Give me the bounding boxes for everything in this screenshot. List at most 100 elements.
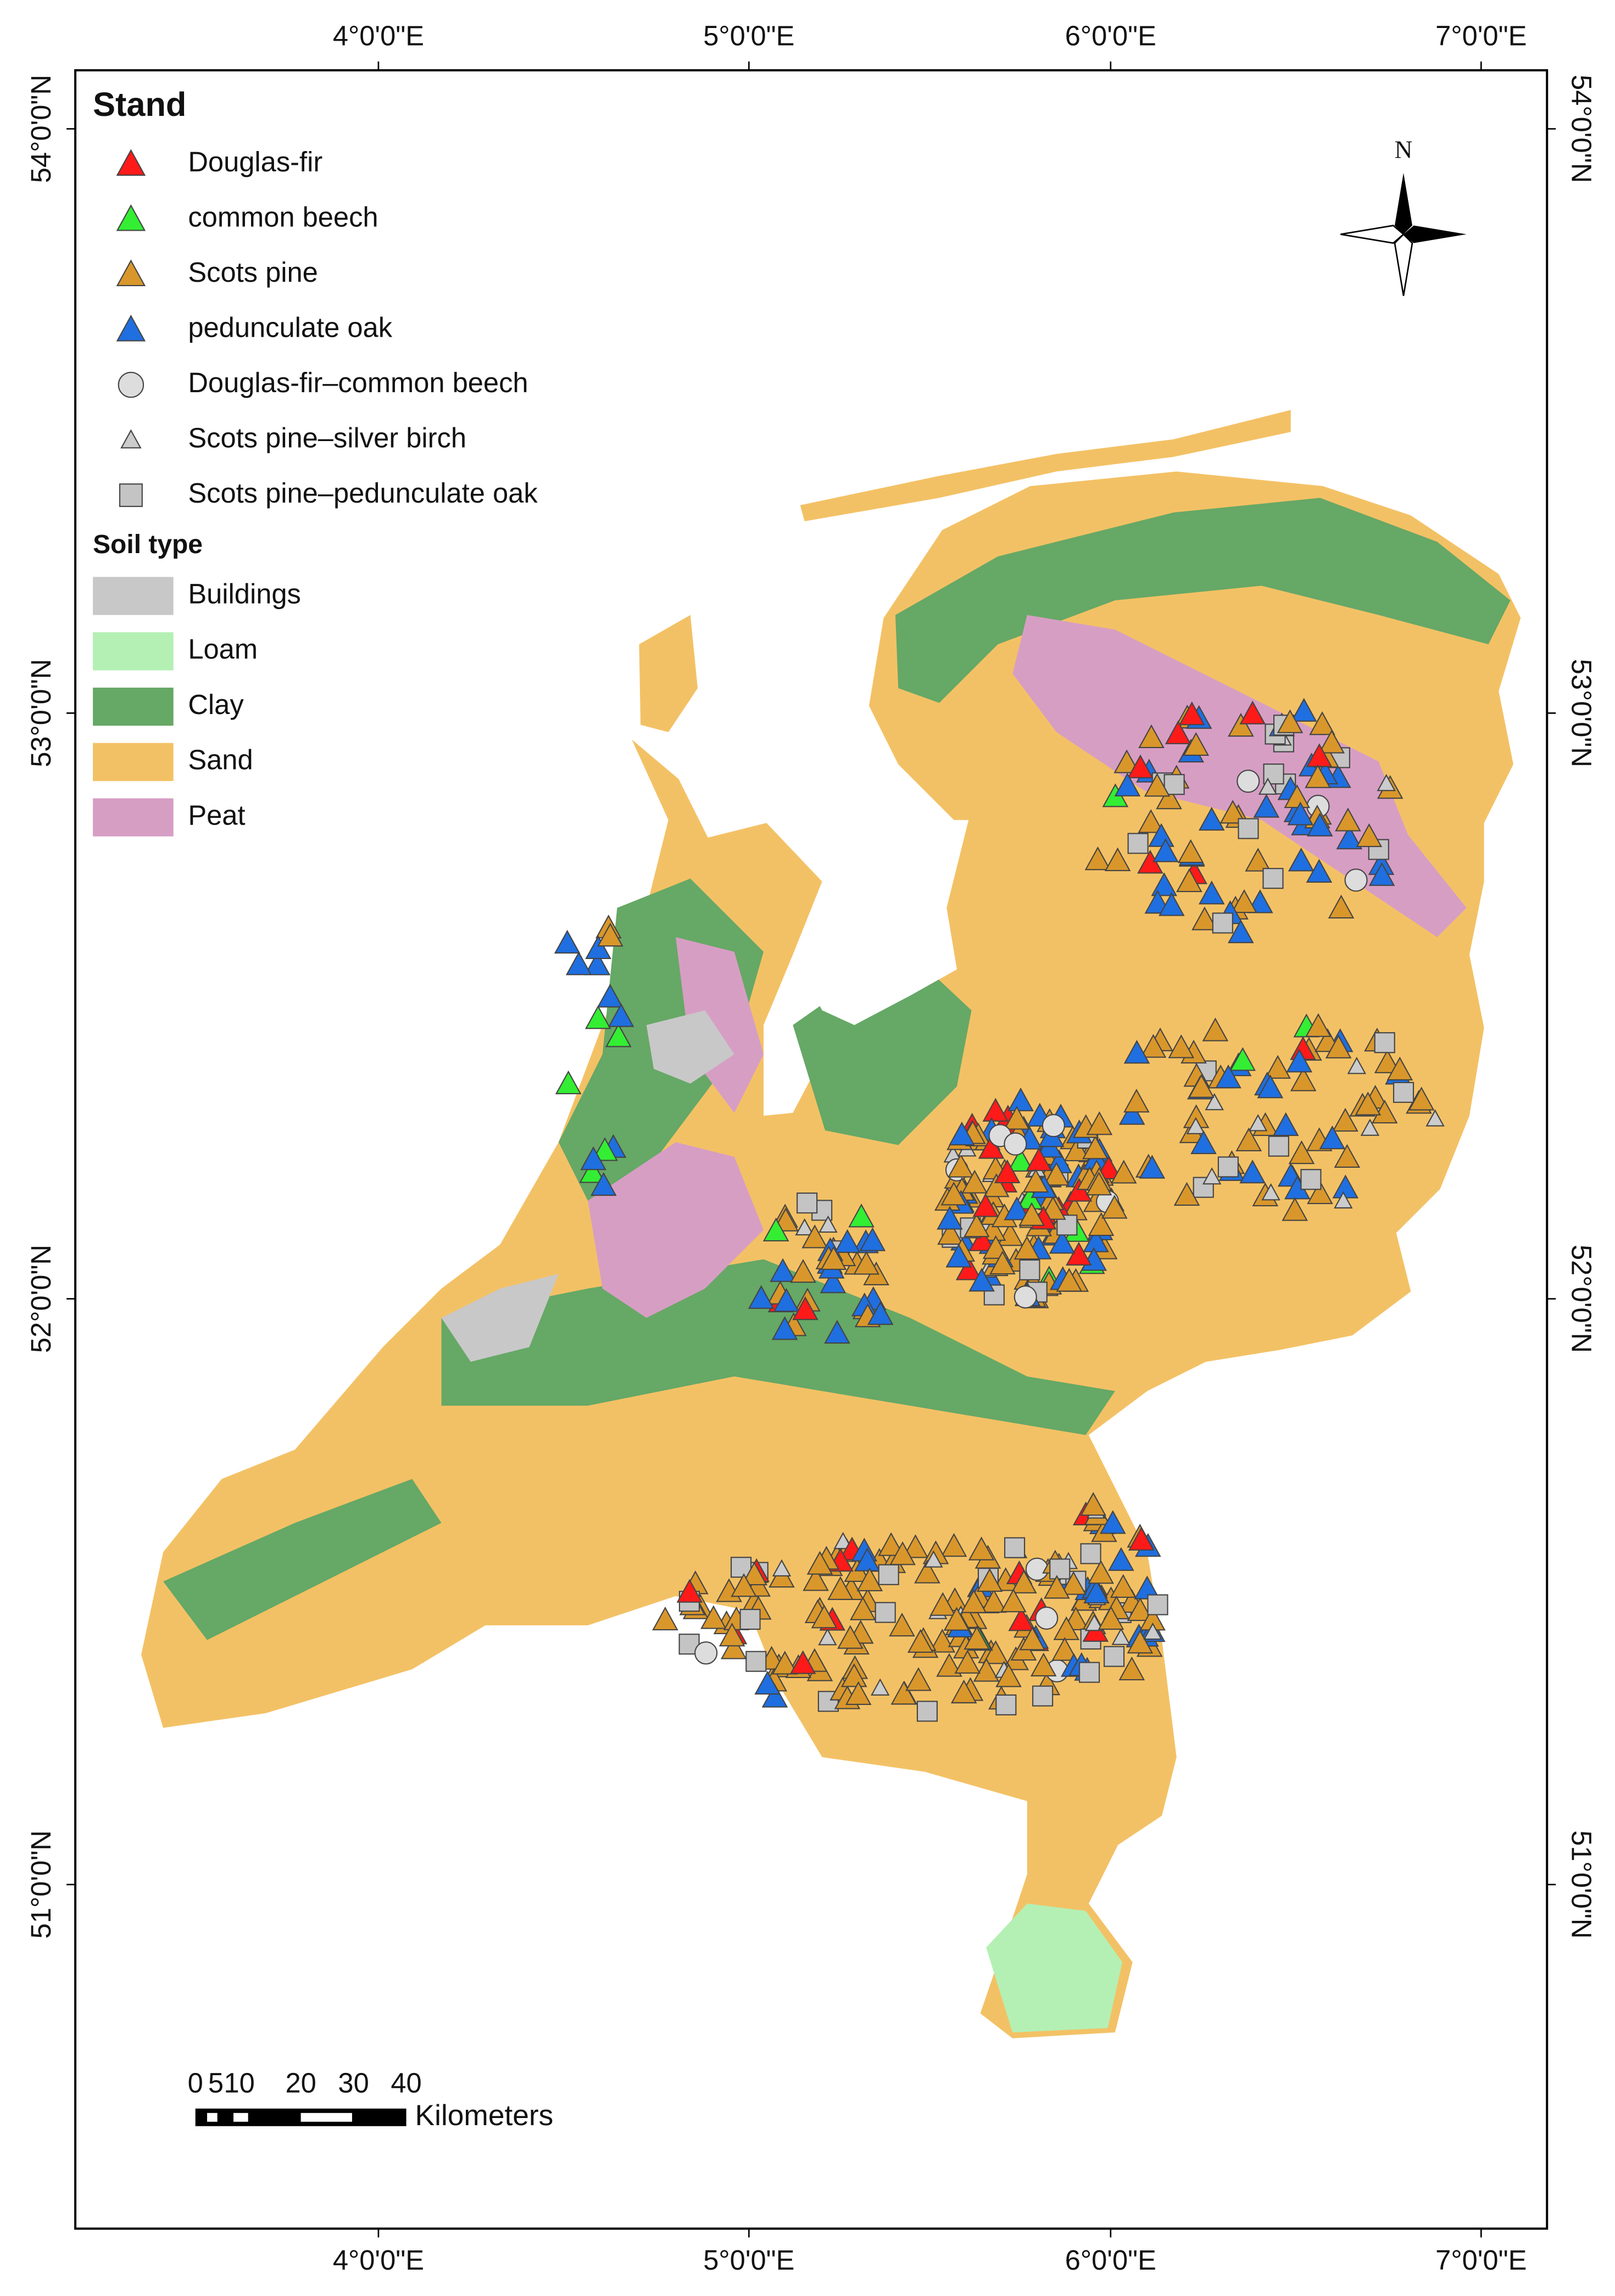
legend-label: Loam [188,633,258,665]
stand-marker [1212,912,1233,934]
stand-marker [1079,1662,1100,1683]
stand-marker [914,1559,940,1584]
stand-marker [976,1568,1003,1592]
stand-marker [875,1602,896,1623]
stand-marker [1118,1656,1145,1681]
lon-label-top: 4°0'0"E [333,20,424,52]
stand-marker [592,1137,618,1161]
stand-marker [806,1551,833,1575]
stand-marker [1168,1034,1195,1058]
stand-marker [1127,833,1149,854]
stand-marker [585,935,611,960]
stand-marker [1186,1117,1206,1134]
stand-marker [1139,1155,1166,1179]
stand-marker [964,1625,990,1650]
stand-marker [1307,812,1333,837]
legend-symbol [116,259,146,287]
stand-marker [1007,1147,1034,1172]
scale-label: 20 [285,2067,316,2098]
stand-marker [940,1182,967,1206]
stand-marker [827,1576,854,1600]
stand-marker [1355,1091,1382,1116]
stand-marker [1408,1086,1435,1111]
stand-marker [1287,801,1314,826]
stand-marker [1156,785,1182,810]
legend-label: Scots pine–silver birch [188,422,466,453]
stand-marker [859,1227,886,1251]
stand-marker [1022,1168,1049,1193]
legend-label: Buildings [188,578,301,609]
stand-marker [1114,772,1141,796]
stand-marker [1286,1049,1313,1073]
lon-label-bottom: 6°0'0"E [1065,2244,1156,2276]
stand-marker [1198,806,1225,831]
stand-marker [968,1227,995,1251]
stand-marker [1049,1230,1076,1254]
stand-marker [943,1607,970,1631]
stand-marker [1113,749,1140,773]
stand-marker [820,1269,847,1294]
stand-marker [1229,1047,1256,1071]
stand-marker [820,1246,847,1270]
stand-marker [936,1653,962,1677]
stand-marker [1152,838,1179,862]
stand-marker [1138,724,1165,749]
stand-marker [1026,1147,1052,1172]
stand-marker [591,1172,617,1196]
stand-marker [1110,1160,1137,1184]
stand-marker [762,1217,789,1241]
stand-marker [792,1296,818,1320]
stand-marker [1258,777,1278,795]
stand-marker [1032,1685,1054,1707]
stand-marker [565,951,592,976]
stand-marker [989,1250,1016,1275]
stand-marker [1140,1034,1167,1058]
stand-marker [964,1213,990,1238]
stand-marker [983,1173,1010,1197]
ijsselmeer [793,820,969,1026]
stand-marker [1008,1607,1035,1631]
stand-marker [1159,892,1185,916]
stand-marker [1004,1106,1030,1130]
stand-marker [1173,1182,1200,1206]
stand-marker [1307,1180,1333,1205]
stand-marker [972,1193,999,1217]
stand-marker [1128,1526,1155,1551]
stand-marker [797,1192,818,1214]
stand-marker [1332,1107,1358,1132]
stand-marker [878,1532,905,1556]
stand-marker [1108,1547,1134,1571]
stand-marker [605,1023,632,1047]
stand-marker [1239,1160,1266,1184]
stand-marker [790,1259,816,1283]
stand-marker [1393,1082,1414,1103]
stand-marker [1066,1241,1092,1266]
stand-marker [1268,1135,1289,1157]
peat-mid [676,937,764,1113]
stand-marker [937,1206,963,1230]
legend-symbol [116,204,146,231]
stand-marker [1004,1132,1027,1156]
stand-marker [771,1316,798,1340]
stand-marker [1235,1127,1262,1151]
stand-marker [1035,1606,1059,1630]
stand-marker [1147,1594,1168,1615]
legend-label: Scots pine–pedunculate oak [188,477,538,509]
buildings-randstad [441,1274,559,1362]
stand-marker [795,1218,814,1236]
stand-marker [1188,1074,1215,1098]
stand-marker [1228,919,1254,944]
stand-marker [1143,1622,1162,1640]
legend-title: Soil type [93,530,203,559]
stand-marker [833,1531,853,1550]
stand-marker [1084,1614,1104,1631]
stand-marker [995,1663,1022,1687]
stand-marker [1261,1183,1280,1201]
stand-marker [1319,1125,1346,1150]
stand-marker [1245,848,1271,872]
stand-marker [978,1135,1005,1159]
stand-marker [584,1005,611,1029]
markers [554,698,1445,1722]
